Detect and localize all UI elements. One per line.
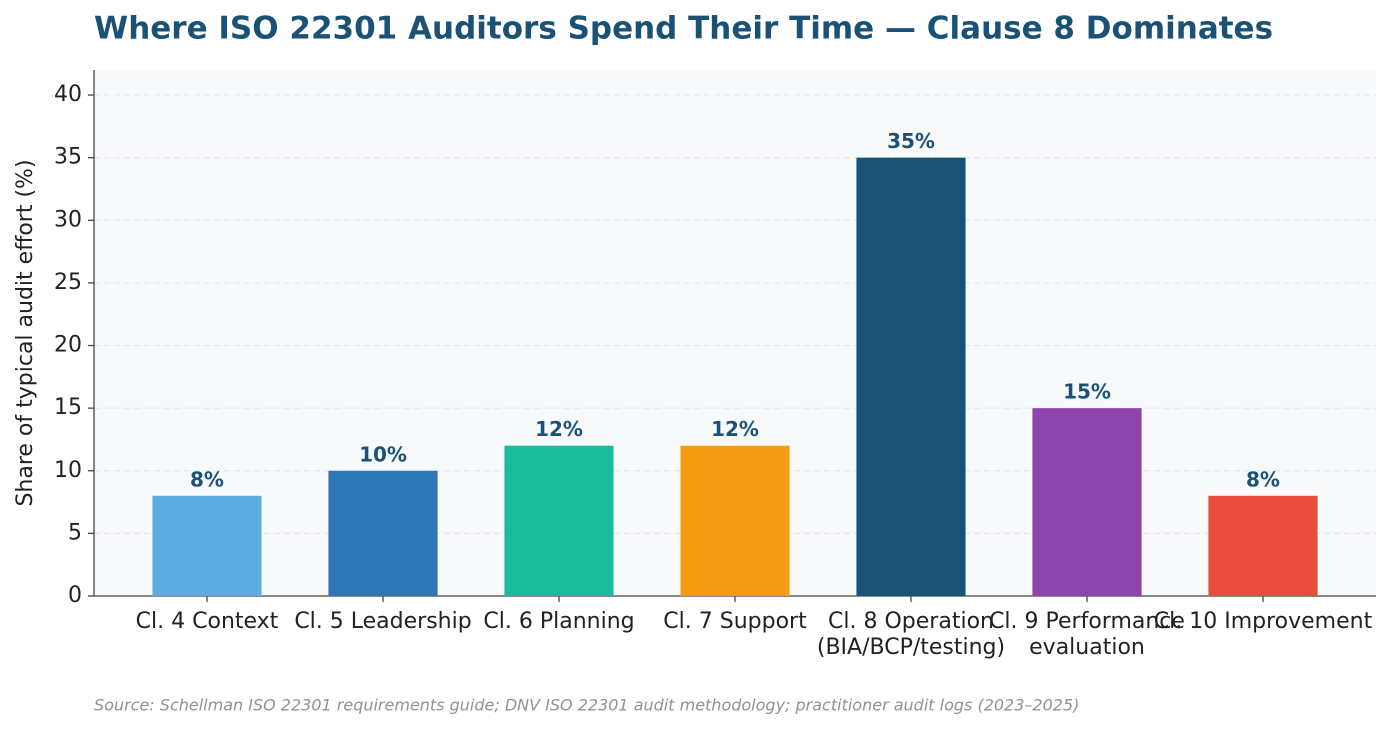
y-tick-label: 25 (54, 270, 82, 295)
x-tick-label: Cl. 4 Context (136, 609, 279, 634)
y-tick-label: 5 (68, 520, 82, 545)
bar (680, 445, 790, 596)
bar (1208, 495, 1318, 596)
x-tick-label: Cl. 9 Performance evaluation (989, 609, 1185, 660)
x-tick-label: Cl. 7 Support (663, 609, 807, 634)
x-tick-label: Cl. 10 Improvement (1154, 609, 1373, 634)
y-tick-label: 40 (54, 82, 82, 107)
value-label: 10% (359, 442, 407, 466)
bar (152, 495, 262, 596)
value-label: 12% (535, 417, 583, 441)
y-tick-label: 20 (54, 333, 82, 358)
y-tick-label: 0 (68, 583, 82, 608)
x-tick-label: Cl. 5 Leadership (294, 609, 471, 634)
value-label: 8% (1246, 467, 1280, 491)
y-axis-label: Share of typical audit effort (%) (13, 159, 38, 506)
bar (328, 470, 438, 596)
bar (856, 157, 966, 596)
y-tick-label: 15 (54, 395, 82, 420)
bar (504, 445, 614, 596)
x-tick-label: Cl. 8 Operation (BIA/BCP/testing) (817, 609, 1005, 660)
source-note: Source: Schellman ISO 22301 requirements… (94, 696, 1079, 715)
y-tick-label: 10 (54, 458, 82, 483)
y-tick-label: 35 (54, 145, 82, 170)
bar (1032, 408, 1142, 596)
y-tick-label: 30 (54, 207, 82, 232)
value-label: 8% (190, 467, 224, 491)
value-label: 15% (1063, 380, 1111, 404)
value-label: 12% (711, 417, 759, 441)
chart-title: Where ISO 22301 Auditors Spend Their Tim… (94, 11, 1273, 47)
value-label: 35% (887, 129, 935, 153)
x-tick-label: Cl. 6 Planning (483, 609, 634, 634)
